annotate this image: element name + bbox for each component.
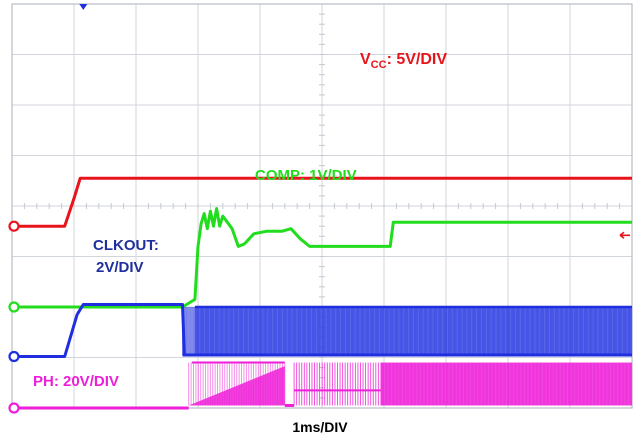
plot-frame	[11, 3, 633, 409]
x-axis-label: 1ms/DIV	[292, 419, 348, 435]
ground-marker-vcc	[8, 220, 20, 232]
trigger-level-marker	[619, 231, 630, 239]
ground-marker-clkout	[8, 350, 20, 363]
ground-markers	[8, 4, 630, 414]
series-line-comp	[12, 207, 632, 309]
series-label-clkout-line1: CLKOUT:	[93, 237, 159, 254]
series-label-vcc: VCC: 5V/DIV	[360, 51, 447, 71]
series-label-clkout-line2: 2V/DIV	[96, 259, 144, 276]
traces	[12, 176, 633, 410]
ground-marker-ph	[8, 402, 20, 414]
series-line-ph	[380, 362, 632, 406]
ground-marker-comp	[8, 301, 20, 313]
series-line-vcc	[12, 176, 632, 228]
series-label-comp: COMP: 1V/DIV	[255, 167, 357, 184]
trigger-position-marker	[79, 4, 88, 10]
series-label-ph: PH: 20V/DIV	[33, 373, 119, 390]
